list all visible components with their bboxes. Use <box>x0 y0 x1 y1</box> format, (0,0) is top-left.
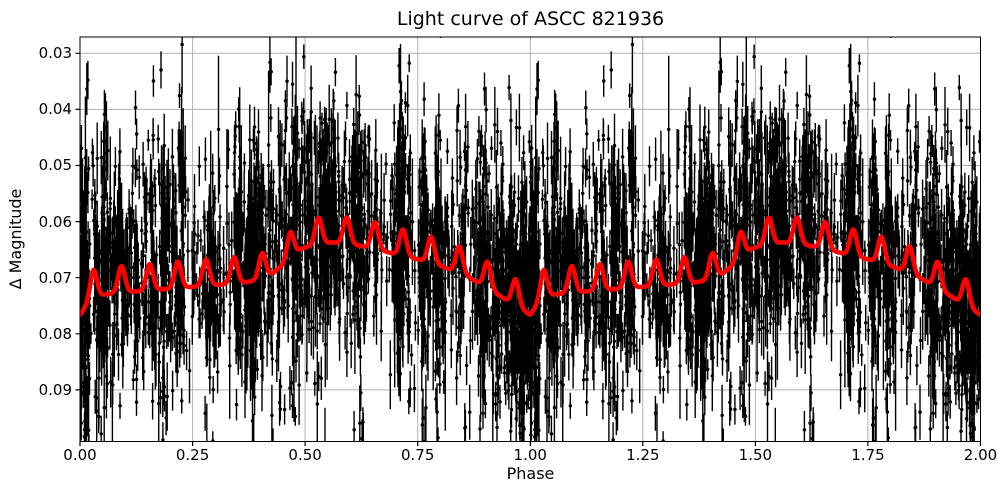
model-curve <box>80 215 981 318</box>
y-axis-label: Δ Magnitude <box>6 188 25 290</box>
y-tick-label: 0.05 <box>38 156 72 175</box>
x-tick-label: 1.25 <box>626 446 660 464</box>
y-tick-label: 0.03 <box>38 44 72 63</box>
x-tick-label: 0.00 <box>63 446 97 464</box>
y-tick-label: 0.09 <box>38 380 72 399</box>
chart-title: Light curve of ASCC 821936 <box>396 8 665 30</box>
x-tick-label: 1.75 <box>851 446 885 464</box>
y-tick-label: 0.08 <box>38 324 72 343</box>
y-tick-label: 0.04 <box>38 100 72 119</box>
x-tick-label: 0.50 <box>288 446 322 464</box>
x-tick-label: 0.75 <box>400 446 435 464</box>
y-tick-label: 0.07 <box>38 268 72 287</box>
tick-marks <box>75 52 982 446</box>
x-axis-label: Phase <box>506 464 555 483</box>
x-tick-label: 2.00 <box>963 446 998 464</box>
observations-points <box>80 42 981 442</box>
x-tick-label: 1.50 <box>738 446 773 464</box>
y-tick-label: 0.06 <box>38 212 72 231</box>
x-tick-label: 1.00 <box>513 446 547 464</box>
x-tick-label: 0.25 <box>175 446 210 464</box>
data-layer <box>80 37 981 442</box>
